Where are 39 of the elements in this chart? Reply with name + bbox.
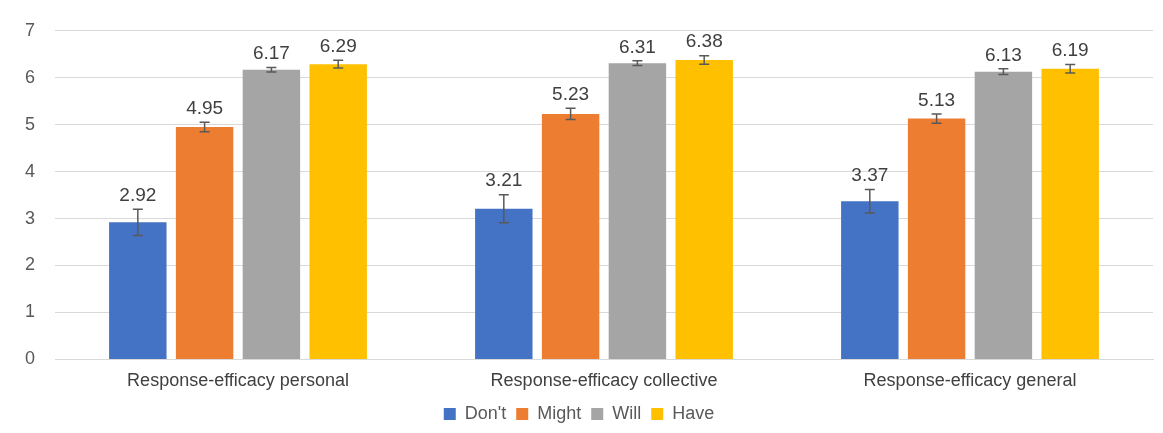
data-label: 6.29 <box>319 35 357 57</box>
bar <box>675 59 733 359</box>
y-tick-label: 7 <box>25 19 36 40</box>
x-tick-label: Response-efficacy personal <box>127 370 349 391</box>
bar <box>974 71 1033 359</box>
bar <box>109 222 167 359</box>
y-tick-label: 3 <box>25 207 36 228</box>
legend-label: Might <box>537 402 582 423</box>
data-label: 6.31 <box>618 35 656 57</box>
y-tick-label: 0 <box>25 348 36 369</box>
data-label: 6.38 <box>685 30 723 52</box>
data-label: 6.19 <box>1051 39 1089 61</box>
data-label: 6.17 <box>252 42 290 64</box>
legend-label: Don't <box>464 402 507 423</box>
bar <box>541 113 600 359</box>
x-tick-label: Response-efficacy collective <box>490 370 718 391</box>
bar <box>907 118 966 359</box>
bar <box>175 127 234 359</box>
y-tick-label: 5 <box>25 113 36 134</box>
data-label: 5.23 <box>552 82 590 104</box>
y-tick-label: 6 <box>25 66 36 87</box>
data-label: 3.37 <box>851 164 889 186</box>
y-tick-label: 2 <box>25 254 36 275</box>
bar <box>242 69 301 359</box>
bar <box>475 208 533 359</box>
bar <box>1041 68 1099 359</box>
legend-label: Will <box>612 402 642 423</box>
x-tick-label: Response-efficacy general <box>863 370 1077 391</box>
data-label: 2.92 <box>119 183 157 205</box>
bar <box>841 201 899 359</box>
data-label: 4.95 <box>186 97 224 119</box>
data-label: 5.13 <box>918 88 956 110</box>
data-label: 3.21 <box>485 169 523 191</box>
y-tick-label: 4 <box>25 160 36 181</box>
bar <box>309 64 367 359</box>
data-label: 6.13 <box>984 43 1022 65</box>
y-tick-label: 1 <box>25 301 36 322</box>
legend-label: Have <box>672 402 715 423</box>
bar <box>608 63 667 359</box>
